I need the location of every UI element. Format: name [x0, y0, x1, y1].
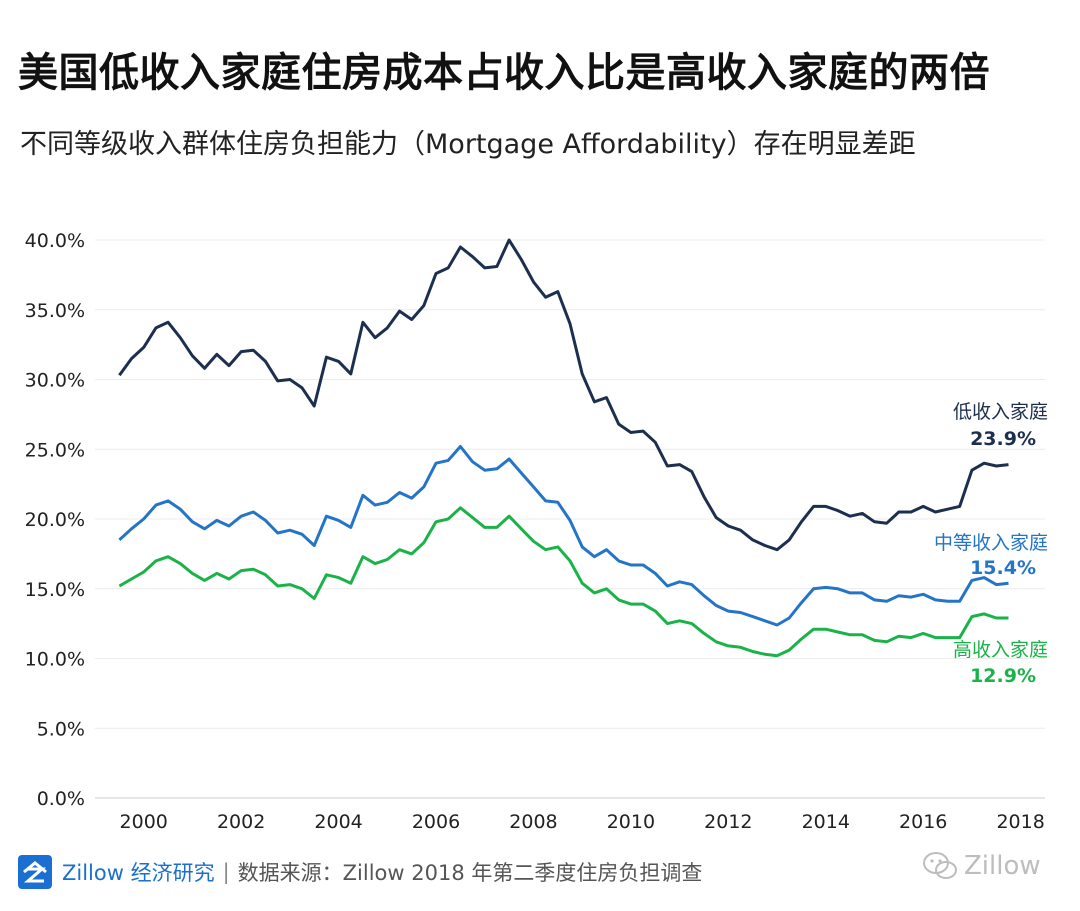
x-tick-label: 2018 [996, 811, 1044, 833]
page-title: 美国低收入家庭住房成本占收入比是高收入家庭的两倍 [18, 50, 990, 96]
x-tick-label: 2012 [704, 811, 752, 833]
series-line-1 [118, 445, 1009, 627]
series-line-2 [118, 506, 1009, 658]
x-tick-label: 2004 [314, 811, 362, 833]
x-tick-label: 2006 [412, 811, 460, 833]
zillow-logo-icon [18, 855, 52, 889]
series-end-value-label: 23.9% [970, 428, 1036, 450]
footer-brand: Zillow 经济研究 [62, 861, 215, 885]
page-subtitle: 不同等级收入群体住房负担能力（Mortgage Affordability）存在… [20, 129, 916, 160]
y-tick-label: 20.0% [25, 509, 85, 531]
series-name-label: 高收入家庭 [953, 639, 1048, 661]
watermark: Zillow [922, 848, 1041, 884]
end-labels: 低收入家庭 23.9% 中等收入家庭 15.4% 高收入家庭 12.9% [934, 401, 1048, 687]
y-tick-label: 10.0% [25, 649, 85, 671]
y-tick-label: 5.0% [37, 718, 85, 740]
footer: Zillow 经济研究 | 数据来源：Zillow 2018 年第二季度住房负担… [18, 852, 702, 892]
y-tick-label: 40.0% [25, 230, 85, 252]
y-tick-label: 25.0% [25, 439, 85, 461]
x-tick-label: 2000 [120, 811, 168, 833]
y-axis-ticks: 0.0% 5.0% 10.0% 15.0% 20.0% 25.0% 30.0% 35.0% 40… [25, 230, 85, 810]
y-tick-label: 15.0% [25, 579, 85, 601]
x-tick-label: 2014 [802, 811, 850, 833]
y-tick-label: 30.0% [25, 370, 85, 392]
series-line-0 [118, 238, 1009, 552]
series-name-label: 中等收入家庭 [934, 532, 1048, 554]
x-tick-label: 2010 [607, 811, 655, 833]
footer-separator: | [222, 860, 230, 884]
x-tick-label: 2016 [899, 811, 947, 833]
gridlines [95, 239, 1045, 799]
series-end-value-label: 15.4% [970, 557, 1036, 579]
x-axis-ticks: 2000 2002 2004 2006 2008 2010 2012 2014 2016 2018 [120, 811, 1045, 833]
watermark-text: Zillow [964, 851, 1041, 881]
y-tick-label: 0.0% [37, 788, 85, 810]
y-tick-label: 35.0% [25, 300, 85, 322]
series-end-value-label: 12.9% [970, 665, 1036, 687]
x-tick-label: 2008 [509, 811, 557, 833]
footer-source: 数据来源：Zillow 2018 年第二季度住房负担调查 [237, 861, 703, 885]
wechat-icon [923, 852, 957, 879]
x-tick-label: 2002 [217, 811, 265, 833]
series-name-label: 低收入家庭 [953, 401, 1048, 423]
series-lines [118, 238, 1009, 658]
